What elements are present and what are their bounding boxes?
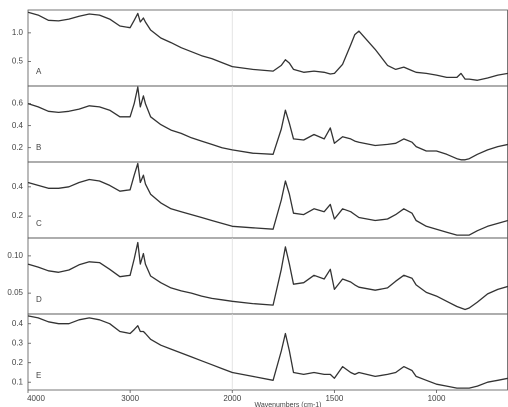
y-tick-label: 0.4 <box>12 121 24 130</box>
spectrum-line <box>27 315 508 389</box>
panel-label: C <box>36 219 42 228</box>
panel-label: E <box>36 371 41 380</box>
y-tick-label: 0.4 <box>12 182 24 191</box>
x-tick-label: 4000 <box>27 394 45 403</box>
spectrum-line <box>27 11 508 81</box>
x-tick-label: 3000 <box>121 394 139 403</box>
panel-label: D <box>36 295 42 304</box>
y-tick-label: 0.2 <box>12 211 24 220</box>
x-tick-label: 1000 <box>428 394 446 403</box>
x-axis-title: Wavenumbers (cm-1) <box>254 402 321 407</box>
y-tick-label: 0.6 <box>12 99 24 108</box>
y-tick-label: 1.0 <box>12 28 24 37</box>
spectrum-line <box>27 241 508 311</box>
y-tick-label: 0.5 <box>12 57 24 66</box>
panel-frame <box>27 237 508 315</box>
panel-label: A <box>36 67 42 76</box>
y-tick-label: 0.4 <box>12 319 24 328</box>
x-tick-label: 2000 <box>223 394 241 403</box>
y-tick-label: 0.2 <box>12 143 24 152</box>
y-tick-label: 0.2 <box>12 358 24 367</box>
panel-label: B <box>36 143 41 152</box>
y-tick-label: 0.05 <box>7 288 23 297</box>
panel-frame <box>27 313 508 391</box>
y-tick-label: 0.1 <box>12 377 24 386</box>
spectrum-line <box>27 162 508 236</box>
y-tick-label: 0.3 <box>12 338 24 347</box>
x-tick-label: 1500 <box>325 394 343 403</box>
panel-frame <box>27 161 508 239</box>
spectrum-line <box>27 86 508 161</box>
y-tick-label: 0.10 <box>7 251 23 260</box>
